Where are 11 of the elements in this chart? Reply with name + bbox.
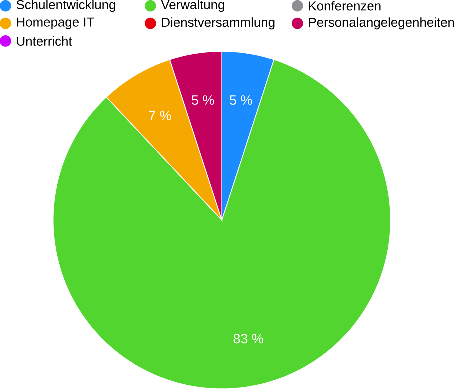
legend-label: Verwaltung <box>161 0 224 12</box>
data-label: 7 % <box>149 111 172 121</box>
legend-label: Homepage IT <box>17 18 94 30</box>
data-label: 5 % <box>192 96 214 106</box>
data-label: 83 % <box>234 334 264 344</box>
data-label: 5 % <box>230 96 252 106</box>
legend-label: Konferenzen <box>309 2 381 12</box>
legend-label: Unterricht <box>17 36 72 46</box>
legend-label: Dienstversammlung <box>162 18 275 30</box>
legend-label: Personalangelegenheiten <box>309 18 454 30</box>
legend-label: Schulentwicklung <box>16 0 116 12</box>
